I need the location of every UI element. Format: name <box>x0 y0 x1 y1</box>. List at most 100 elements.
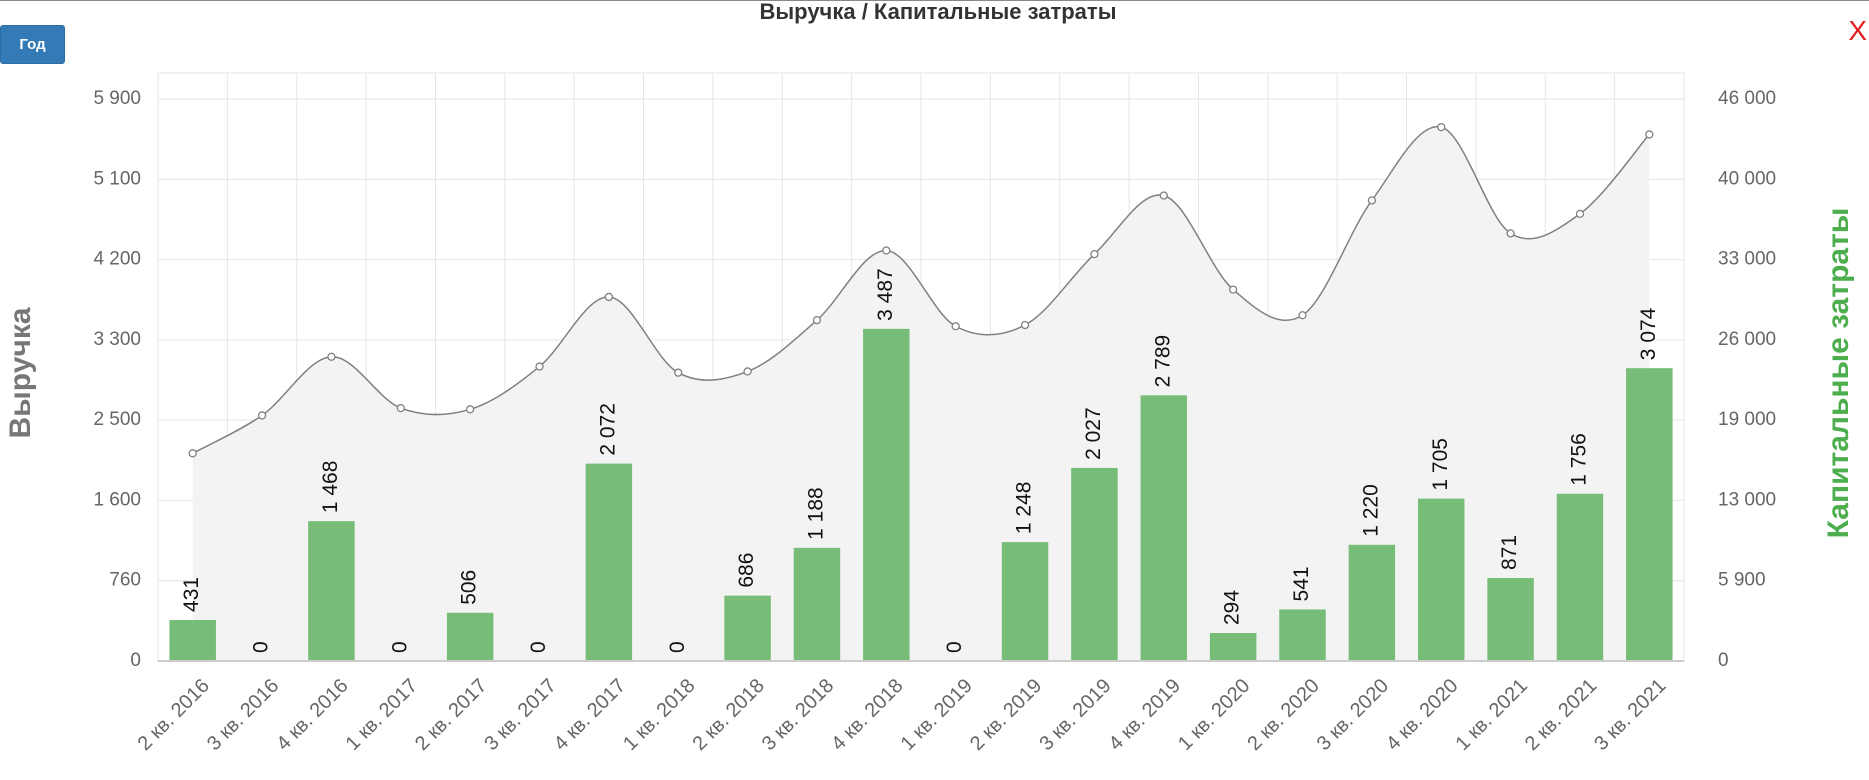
line-point <box>1159 191 1168 200</box>
x-tick-label: 4 кв. 2016 <box>272 675 352 755</box>
x-tick-label: 3 кв. 2016 <box>203 675 283 755</box>
y-tick-label: 5 900 <box>93 88 141 109</box>
y2-axis-title: Капитальные затраты <box>1822 208 1855 539</box>
line-point <box>951 322 960 331</box>
bar <box>169 619 216 661</box>
plot-area <box>157 72 1685 662</box>
line-point <box>1645 130 1654 139</box>
line-point <box>1228 285 1238 294</box>
bar <box>1140 395 1188 661</box>
y2-tick-label: 40 000 <box>1718 168 1776 189</box>
line-point <box>604 292 614 302</box>
bar-value-label: 2 027 <box>1082 407 1105 460</box>
close-button[interactable]: X <box>1848 15 1867 46</box>
bar-value-label: 1 248 <box>1013 482 1036 535</box>
bar-value-label: 0 <box>388 641 411 653</box>
grid <box>157 72 1685 662</box>
x-tick-label: 3 кв. 2021 <box>1590 675 1670 755</box>
x-tick-label: 2 кв. 2018 <box>688 675 768 755</box>
bar <box>308 521 355 661</box>
line-point <box>188 449 197 458</box>
bar-value-label: 1 756 <box>1568 433 1591 486</box>
bar-value-label: 3 074 <box>1637 307 1660 360</box>
y-axis-title: Выручка <box>4 307 37 438</box>
x-tick-label: 4 кв. 2018 <box>827 675 907 755</box>
bar <box>1071 467 1118 661</box>
line-point <box>465 405 475 414</box>
bar-value-label: 1 705 <box>1429 438 1452 491</box>
bar <box>1626 368 1673 661</box>
bar <box>1556 493 1604 661</box>
line-point <box>535 362 544 371</box>
x-tick-label: 3 кв. 2018 <box>758 675 838 755</box>
line-point <box>1090 250 1099 259</box>
x-tick-label: 2 кв. 2017 <box>411 675 491 755</box>
line-point <box>1298 311 1307 320</box>
bar-value-label: 541 <box>1290 566 1313 601</box>
line <box>192 126 1650 454</box>
bar <box>446 612 494 661</box>
bar <box>724 595 771 661</box>
y-tick-label: 2 500 <box>93 409 141 430</box>
bar-value-label: 3 487 <box>874 268 897 321</box>
line-area <box>192 126 1650 661</box>
x-tick-label: 2 кв. 2020 <box>1243 675 1323 755</box>
x-tick-label: 1 кв. 2018 <box>619 675 699 755</box>
x-tick-label: 3 кв. 2019 <box>1035 675 1115 755</box>
bar <box>1348 544 1396 661</box>
y-tick-label: 5 100 <box>93 168 141 189</box>
x-tick-label: 4 кв. 2020 <box>1382 675 1462 755</box>
x-tick-label: 4 кв. 2019 <box>1105 675 1185 755</box>
line-point <box>882 246 891 255</box>
y2-tick-label: 5 900 <box>1718 570 1766 591</box>
y-tick-label: 1 600 <box>93 489 141 510</box>
line-point <box>1506 229 1515 238</box>
line-point <box>674 368 683 377</box>
bar-value-label: 2 072 <box>596 403 619 456</box>
y2-tick-label: 19 000 <box>1718 409 1776 430</box>
chart-title: Выручка / Капитальные затраты <box>760 1 1117 24</box>
bar <box>585 463 633 661</box>
y2-tick-label: 13 000 <box>1718 489 1776 510</box>
bar <box>793 547 841 661</box>
bar-value-label: 0 <box>666 641 689 653</box>
bar-value-label: 431 <box>180 577 203 612</box>
x-tick-label: 1 кв. 2019 <box>897 675 977 755</box>
line-point <box>257 411 267 420</box>
bar-value-label: 0 <box>943 641 966 653</box>
period-button[interactable]: Год <box>0 25 65 64</box>
bar-value-label: 1 188 <box>805 487 828 540</box>
line-point <box>1367 196 1377 205</box>
y-tick-label: 4 200 <box>93 249 141 270</box>
bar <box>1417 498 1465 661</box>
y-tick-label: 3 300 <box>93 329 141 350</box>
line-point <box>812 315 822 325</box>
bar-value-label: 2 789 <box>1151 335 1174 388</box>
y2-tick-label: 26 000 <box>1718 329 1776 350</box>
line-point <box>327 352 336 361</box>
bar <box>1209 632 1257 661</box>
line-point <box>743 367 752 376</box>
bar-value-label: 0 <box>250 641 273 653</box>
bar-value-label: 1 220 <box>1359 484 1382 537</box>
bar <box>1001 542 1049 661</box>
bar <box>1487 578 1534 661</box>
bar-value-label: 294 <box>1221 590 1244 625</box>
x-tick-label: 1 кв. 2017 <box>342 675 422 755</box>
y-tick-label: 0 <box>130 650 141 671</box>
x-tick-label: 3 кв. 2020 <box>1313 675 1393 755</box>
x-tick-label: 1 кв. 2021 <box>1451 675 1531 755</box>
line-point <box>396 403 405 413</box>
y-tick-label: 760 <box>109 570 141 591</box>
bar-value-label: 686 <box>735 553 758 588</box>
x-tick-label: 2 кв. 2021 <box>1521 675 1601 755</box>
line-point <box>1020 320 1030 330</box>
x-tick-label: 2 кв. 2019 <box>966 675 1046 755</box>
bar-value-label: 1 468 <box>319 461 342 514</box>
x-tick-label: 4 кв. 2017 <box>550 675 630 755</box>
x-tick-label: 1 кв. 2020 <box>1174 675 1254 755</box>
line-point <box>1575 209 1585 218</box>
y2-tick-label: 46 000 <box>1718 88 1776 109</box>
bar <box>1279 609 1326 661</box>
